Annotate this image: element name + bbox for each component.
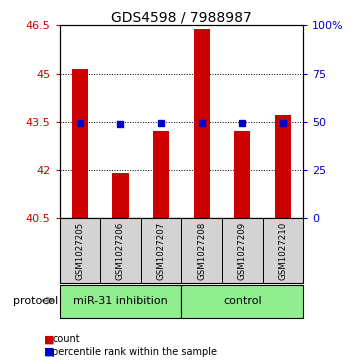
Bar xyxy=(72,69,88,218)
Text: control: control xyxy=(223,295,262,306)
Text: GSM1027209: GSM1027209 xyxy=(238,221,247,280)
Text: count: count xyxy=(52,334,80,344)
Text: GSM1027210: GSM1027210 xyxy=(278,221,287,280)
Bar xyxy=(60,285,182,318)
Title: GDS4598 / 7988987: GDS4598 / 7988987 xyxy=(111,10,252,24)
Bar xyxy=(222,218,263,283)
Text: percentile rank within the sample: percentile rank within the sample xyxy=(52,347,217,357)
Text: ■: ■ xyxy=(43,334,54,344)
Text: GSM1027208: GSM1027208 xyxy=(197,221,206,280)
Bar xyxy=(193,29,210,218)
Bar xyxy=(182,285,303,318)
Text: GSM1027206: GSM1027206 xyxy=(116,221,125,280)
Text: miR-31 inhibition: miR-31 inhibition xyxy=(73,295,168,306)
Text: ■: ■ xyxy=(43,347,54,357)
Bar xyxy=(182,218,222,283)
Bar xyxy=(141,218,181,283)
Bar xyxy=(60,218,100,283)
Bar xyxy=(263,218,303,283)
Bar xyxy=(112,173,129,218)
Bar xyxy=(275,115,291,218)
Bar xyxy=(234,131,251,218)
Bar xyxy=(153,131,169,218)
Text: GSM1027207: GSM1027207 xyxy=(157,221,166,280)
Text: GSM1027205: GSM1027205 xyxy=(75,221,84,280)
Text: protocol: protocol xyxy=(13,295,58,306)
Bar xyxy=(100,218,141,283)
